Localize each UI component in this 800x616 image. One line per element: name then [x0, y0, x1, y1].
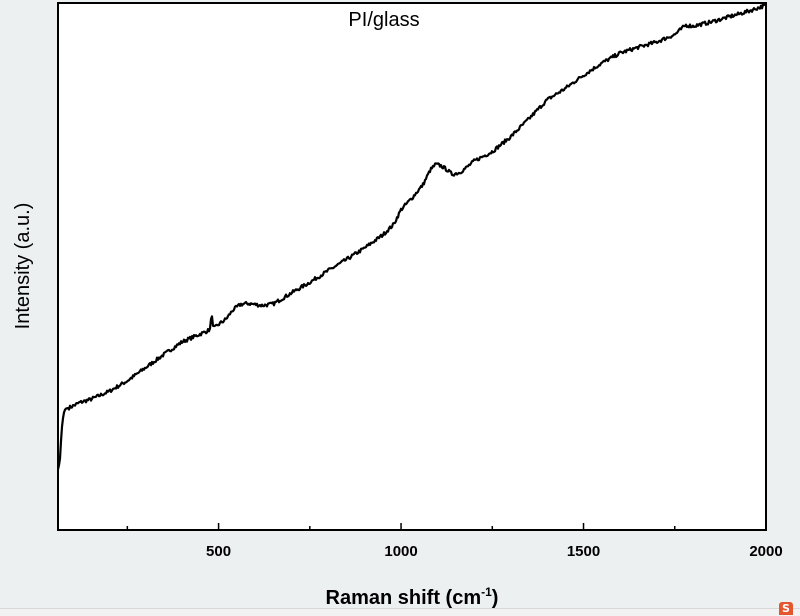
x-tick-label: 1000 [384, 543, 417, 560]
x-axis-label-end: ) [492, 587, 499, 609]
x-axis-tick-labels: 500 1000 1500 2000 [206, 543, 783, 560]
x-tick-label: 500 [206, 543, 231, 560]
spectrum-line [56, 2, 767, 470]
x-axis-ticks [126, 523, 767, 530]
x-axis-label-superscript: -1 [481, 585, 492, 599]
series-lines [56, 2, 767, 470]
bottom-strip [0, 608, 800, 616]
x-tick-label: 1500 [567, 543, 600, 560]
chart-title: PI/glass [348, 9, 419, 31]
x-axis-label-main: Raman shift (cm [326, 587, 482, 609]
plot-area [57, 2, 767, 531]
y-axis-label: Intensity (a.u.) [12, 203, 34, 330]
x-axis-label: Raman shift (cm-1) [326, 585, 499, 609]
corner-logo: S [779, 602, 793, 615]
x-tick-label: 2000 [749, 543, 782, 560]
